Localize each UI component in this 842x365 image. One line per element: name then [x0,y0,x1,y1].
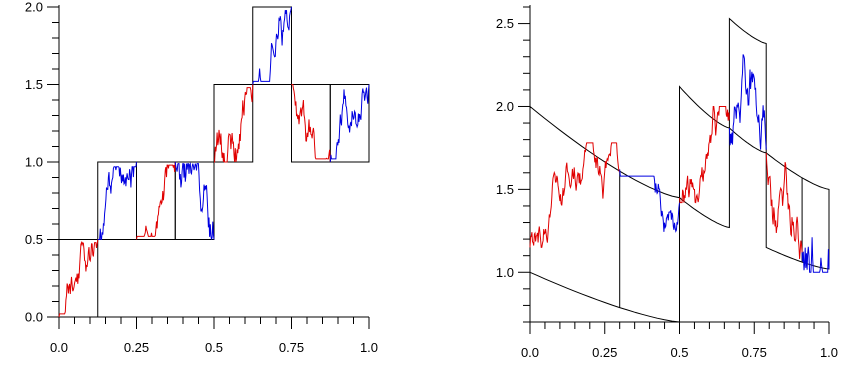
x-tick-label: 0.5 [670,345,688,360]
series-segment-blue [329,84,370,163]
x-tick-label: 0.25 [124,340,149,355]
scaling-band [765,151,830,270]
series-segment-red [679,106,730,204]
scaling-box [291,84,331,163]
x-tick-label: 0.75 [279,340,304,355]
series-segment-blue [97,161,137,240]
scaling-box [174,161,215,240]
series-segment-blue [728,54,767,150]
scaling-band [728,17,767,154]
y-tick-label: 1.5 [25,77,43,92]
y-tick-label: 2.0 [496,99,514,114]
scaling-band [529,105,680,323]
x-tick-label: 1.0 [820,345,838,360]
scaling-box [213,84,254,163]
chart-left: 0.0 0.25 0.5 0.75 1.0 0.0 0.5 1.0 1.5 2.0 [25,0,378,355]
y-tick-label: 0.5 [25,232,43,247]
series-segment-red [136,161,176,240]
x-tick-label: 0.5 [205,340,223,355]
x-tick-label: 1.0 [360,340,378,355]
y-tick-label: 0.0 [25,310,43,325]
scaling-box [329,84,370,163]
y-tick-label: 1.5 [496,182,514,197]
y-tick-label: 2.5 [496,16,514,31]
series-segment-blue [801,237,830,273]
scaling-box [252,6,292,85]
chart-right: 0.0 0.25 0.5 0.75 1.0 1.0 1.5 2.0 2.5 [496,5,838,360]
x-tick-label: 0.75 [742,345,767,360]
y-tick-label: 1.0 [25,155,43,170]
y-tick-label: 2.0 [25,0,43,15]
series-segment-blue [174,161,215,240]
series-segment-red [529,142,621,248]
x-tick-label: 0.0 [521,345,539,360]
scaling-box [58,239,99,318]
x-tick-label: 0.0 [50,340,68,355]
series-segment-red [58,239,99,318]
y-tick-label: 1.0 [496,265,514,280]
series-segment-red [214,84,254,163]
x-tick-label: 0.25 [592,345,617,360]
series-segment-blue [619,169,680,233]
series-segment-red [291,84,331,163]
scaling-band [679,85,730,229]
series-segment-red [765,152,803,260]
series-segment-blue [252,6,292,85]
